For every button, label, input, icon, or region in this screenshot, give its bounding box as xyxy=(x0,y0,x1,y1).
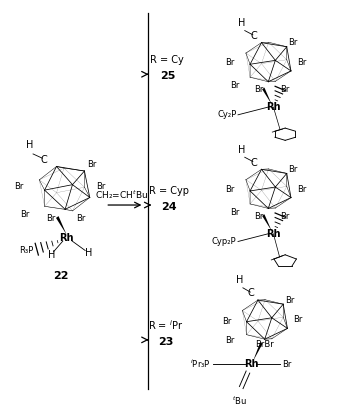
Text: Cy₂P: Cy₂P xyxy=(217,110,236,119)
Text: Br: Br xyxy=(293,315,303,324)
Text: R₃P: R₃P xyxy=(19,246,33,255)
Text: H: H xyxy=(26,140,33,150)
Text: Rh: Rh xyxy=(266,229,281,239)
Text: 25: 25 xyxy=(160,71,175,81)
Text: Br: Br xyxy=(254,85,263,94)
Text: Br: Br xyxy=(289,165,298,174)
Text: BrBr: BrBr xyxy=(255,340,274,349)
Text: Br: Br xyxy=(222,317,231,326)
Text: Br: Br xyxy=(20,210,29,219)
Text: Br: Br xyxy=(285,296,294,305)
Text: $^i$Pr₃P: $^i$Pr₃P xyxy=(190,358,211,370)
Text: Br: Br xyxy=(280,212,289,221)
Text: 23: 23 xyxy=(158,337,173,347)
Text: 22: 22 xyxy=(53,271,69,281)
Polygon shape xyxy=(262,214,272,231)
Text: Br: Br xyxy=(225,58,235,67)
Text: Br: Br xyxy=(225,185,235,194)
Text: H: H xyxy=(238,18,245,28)
Text: C: C xyxy=(251,158,257,168)
Text: Br: Br xyxy=(225,337,235,346)
Text: Br: Br xyxy=(297,185,307,194)
Text: $^t$Bu: $^t$Bu xyxy=(232,395,247,407)
Text: Br: Br xyxy=(254,212,263,221)
Text: R = Cyp: R = Cyp xyxy=(149,186,189,196)
Text: Rh: Rh xyxy=(244,359,258,369)
Text: Br: Br xyxy=(297,58,307,67)
Text: Br: Br xyxy=(282,360,291,369)
Text: Cyp₂P: Cyp₂P xyxy=(212,237,236,246)
Polygon shape xyxy=(262,88,272,104)
Text: Br: Br xyxy=(76,214,85,223)
Text: C: C xyxy=(251,31,257,41)
Text: Rh: Rh xyxy=(266,102,281,112)
Polygon shape xyxy=(253,342,263,361)
Text: R = Cy: R = Cy xyxy=(151,55,184,65)
Text: 24: 24 xyxy=(161,202,177,212)
Text: Br: Br xyxy=(96,182,106,191)
Text: Br: Br xyxy=(230,81,240,90)
Text: Br: Br xyxy=(46,214,56,223)
Text: Br: Br xyxy=(14,182,24,191)
Polygon shape xyxy=(56,216,67,235)
Text: H: H xyxy=(85,248,93,258)
Text: Br: Br xyxy=(230,208,240,217)
Text: Br: Br xyxy=(87,160,96,169)
Text: H: H xyxy=(238,145,245,155)
Text: CH₂=CH$^t$Bu: CH₂=CH$^t$Bu xyxy=(95,189,148,201)
Text: C: C xyxy=(41,155,48,165)
Text: Br: Br xyxy=(289,39,298,48)
Text: C: C xyxy=(248,288,255,298)
Text: Rh: Rh xyxy=(59,233,74,242)
Text: H: H xyxy=(48,250,55,260)
Text: R = $^i$Pr: R = $^i$Pr xyxy=(148,319,183,332)
Text: H: H xyxy=(236,275,243,285)
Text: Br: Br xyxy=(280,85,289,94)
